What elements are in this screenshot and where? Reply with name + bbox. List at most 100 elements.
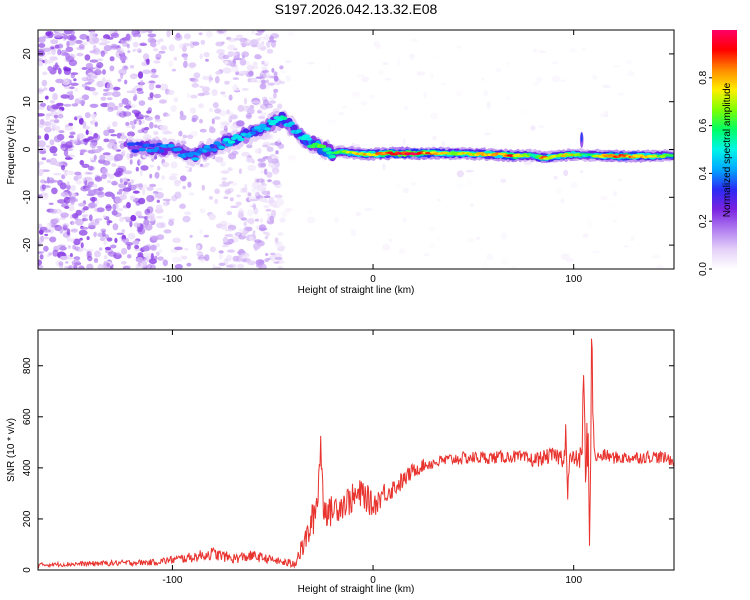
speckle-dot — [108, 129, 115, 134]
speckle-dot — [78, 265, 85, 269]
speckle-dot — [76, 115, 83, 119]
speckle-dot — [243, 221, 247, 227]
speckle-dot — [306, 216, 316, 224]
speckle-dot — [103, 45, 112, 52]
speckle-dot — [569, 48, 577, 53]
speckle-dot — [89, 31, 96, 39]
speckle-dot — [174, 34, 183, 41]
speckle-dot — [102, 167, 108, 174]
speckle-dot — [39, 254, 44, 260]
speckle-dot — [220, 121, 230, 127]
speckle-dot — [238, 228, 244, 232]
speckle-dot — [67, 197, 76, 204]
speckle-dot — [75, 218, 84, 226]
ridge-blob — [222, 137, 231, 142]
speckle-dot — [74, 171, 82, 176]
speckle-dot — [49, 56, 59, 61]
spectrogram-frame — [37, 29, 675, 270]
speckle-dot — [66, 181, 70, 186]
speckle-dot — [70, 54, 76, 59]
speckle-dot — [251, 30, 255, 35]
speckle-dot — [149, 173, 153, 179]
speckle-dot — [193, 72, 201, 79]
speckle-dot — [54, 105, 57, 109]
speckle-dot — [70, 82, 79, 87]
speckle-dot — [261, 112, 267, 116]
speckle-dot — [188, 62, 197, 68]
ridge-blob — [129, 142, 136, 146]
speckle-dot — [154, 171, 160, 179]
speckle-dot — [222, 67, 232, 74]
speckle-dot — [351, 91, 361, 96]
speckle-dot — [56, 102, 64, 107]
speckle-dot — [49, 123, 57, 128]
speckle-dot — [360, 100, 368, 106]
speckle-dot — [116, 232, 125, 235]
speckle-dot — [158, 99, 167, 104]
speckle-dot — [110, 43, 118, 50]
speckle-dot — [227, 167, 233, 172]
ridge-blob — [290, 124, 298, 132]
speckle-dot — [248, 79, 256, 83]
speckle-dot — [39, 194, 48, 201]
speckle-dot — [113, 156, 120, 162]
speckle-dot — [219, 129, 228, 136]
speckle-dot — [127, 232, 136, 240]
speckle-dot — [229, 197, 234, 202]
speckle-dot — [244, 39, 252, 45]
speckle-dot — [162, 161, 170, 168]
speckle-dot — [264, 258, 270, 263]
speckle-dot — [486, 253, 494, 261]
speckle-dot — [268, 40, 277, 43]
speckle-dot — [182, 134, 188, 139]
speckle-dot — [396, 182, 401, 189]
speckle-dot — [38, 113, 45, 117]
speckle-dot — [142, 256, 147, 261]
speckle-dot — [50, 39, 59, 45]
speckle-dot — [106, 82, 114, 90]
speckle-dot — [273, 71, 278, 77]
speckle-dot — [48, 222, 57, 226]
speckle-dot — [137, 129, 144, 134]
speckle-dot — [364, 207, 373, 212]
speckle-dot — [64, 157, 73, 160]
speckle-dot — [264, 236, 268, 240]
speckle-dot — [618, 178, 622, 182]
speckle-dot — [259, 197, 268, 203]
speckle-dot — [212, 102, 219, 109]
speckle-dot — [131, 124, 136, 130]
speckle-dot — [180, 175, 187, 182]
speckle-dot — [141, 127, 145, 133]
speckle-dot — [137, 33, 141, 38]
speckle-dot — [579, 170, 584, 174]
ridge-blob — [203, 145, 211, 149]
speckle-dot — [147, 30, 153, 34]
speckle-dot — [46, 222, 52, 229]
speckle-dot — [106, 180, 112, 183]
speckle-dot — [538, 125, 545, 128]
colorbar-tick-label: 0.4 — [698, 166, 709, 180]
speckle-dot — [134, 183, 144, 187]
speckle-dot — [402, 217, 407, 223]
speckle-dot — [552, 61, 559, 65]
speckle-dot — [552, 75, 561, 83]
speckle-dot — [38, 161, 44, 165]
speckle-dot — [69, 131, 76, 136]
speckle-dot — [49, 100, 55, 104]
speckle-dot — [185, 165, 190, 169]
speckle-dot — [149, 164, 154, 168]
speckle-dot — [238, 70, 247, 75]
ridge-blob — [136, 142, 144, 146]
speckle-dot — [62, 34, 68, 40]
x-tick-label: 100 — [565, 575, 582, 586]
speckle-dot — [88, 189, 97, 196]
speckle-dot — [105, 205, 112, 209]
speckle-dot — [483, 90, 489, 97]
speckle-dot — [124, 79, 128, 85]
speckle-dot — [69, 86, 75, 90]
speckle-dot — [107, 124, 111, 130]
speckle-dot — [126, 202, 131, 209]
speckle-dot — [44, 180, 48, 184]
speckle-dot — [51, 187, 58, 195]
